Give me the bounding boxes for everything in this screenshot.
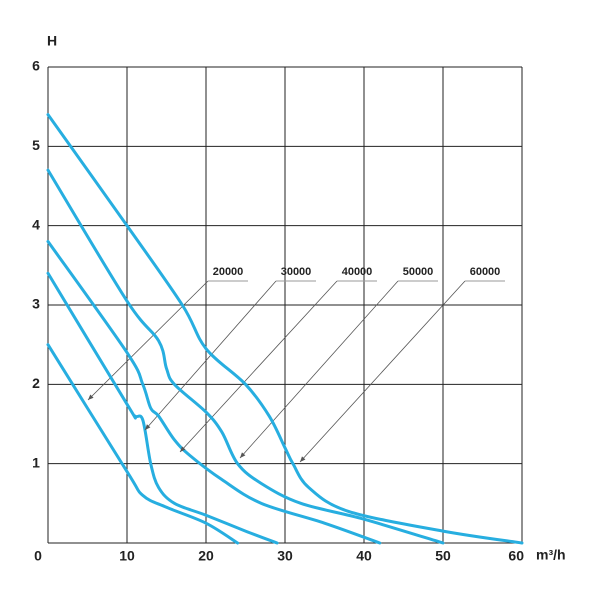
curve [46,113,524,545]
leader-arrow [145,424,151,430]
y-tick-label: 4 [32,216,40,232]
y-tick-label: 2 [32,375,40,391]
y-axis-label: H [47,33,57,49]
y-tick-label: 5 [32,137,40,153]
y-tick-label: 6 [32,58,40,74]
leader-arrow [180,446,186,452]
x-tick-label: 0 [34,548,42,564]
leader-line [87,280,209,401]
leader-arrow [240,452,246,458]
leader-line [179,280,338,453]
curve [46,240,382,545]
leader-line [239,280,399,459]
x-tick-label: 30 [277,548,293,564]
curve [46,343,240,545]
curve [46,271,279,545]
series-label: 50000 [403,266,434,278]
x-tick-label: 60 [508,548,524,564]
y-tick-label: 1 [32,454,40,470]
series-label: 60000 [470,266,501,278]
leader-line [299,280,466,463]
leader-arrow [300,456,306,462]
series-label: 40000 [342,266,373,278]
series-label: 30000 [281,266,312,278]
x-tick-label: 50 [435,548,451,564]
curve [46,168,445,545]
x-tick-label: 10 [119,548,135,564]
x-tick-label: 40 [356,548,372,564]
series-label: 20000 [213,266,244,278]
leader-arrow [88,394,94,400]
y-tick-label: 3 [32,296,40,312]
x-axis-label: m³/h [536,547,566,563]
x-tick-label: 20 [198,548,214,564]
